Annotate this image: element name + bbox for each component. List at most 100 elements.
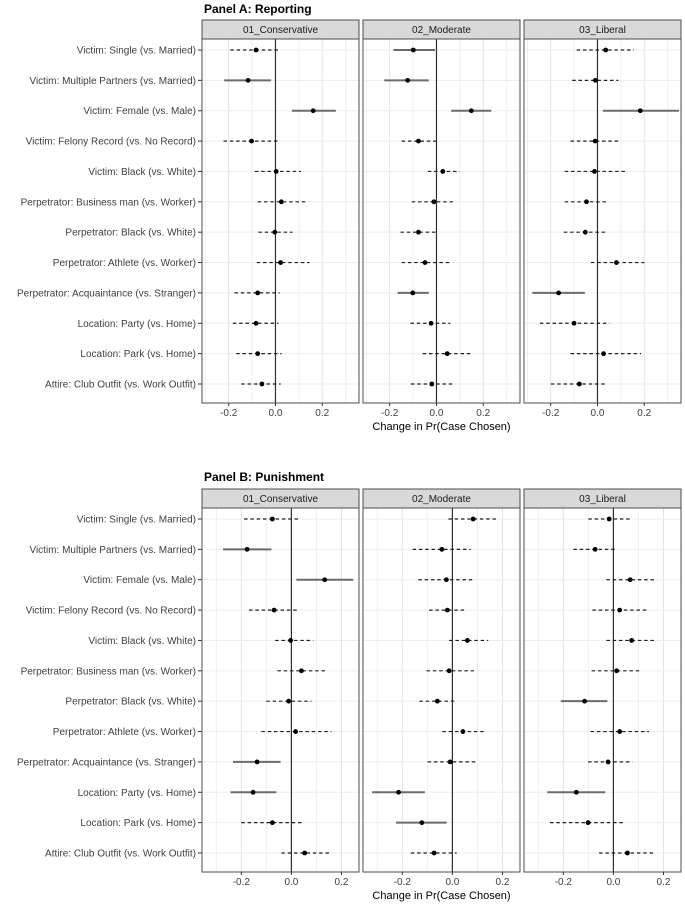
x-axis-title: Change in Pr(Case Chosen) (372, 890, 510, 902)
estimate-dot (250, 789, 256, 795)
facet-03_Liberal: 03_Liberal -0.2 0.0 0.2 (523, 488, 682, 888)
estimate-dot (617, 729, 623, 734)
estimate-dot (446, 668, 452, 674)
estimate-dot (617, 607, 623, 613)
y-axis-label: Location: Park (vs. Home) (80, 349, 196, 360)
facet-02_Moderate: 02_Moderate -0.2 0.0 0.2 (362, 19, 521, 419)
estimate-dot (444, 607, 450, 613)
estimate-dot (322, 577, 328, 583)
estimate-dot (465, 638, 470, 643)
estimate-dot (592, 77, 598, 83)
estimate-dot (271, 607, 277, 613)
y-axis-label: Perpetrator: Business man (vs. Worker) (21, 197, 196, 208)
y-axis-label: Perpetrator: Acquaintance (vs. Stranger) (17, 757, 196, 768)
facet-01_Conservative: 01_Conservative -0.2 0.0 0.2 (201, 488, 360, 888)
estimate-dot (253, 47, 259, 53)
estimate-dot (447, 759, 453, 765)
estimate-dot (269, 516, 275, 522)
facet-03_Liberal: 03_Liberal -0.2 0.0 0.2 (523, 19, 682, 419)
estimate-dot (460, 729, 466, 734)
facet-strip (523, 19, 682, 40)
estimate-dot (592, 169, 597, 174)
x-axis-tick-label: 0.0 (284, 877, 298, 888)
x-axis-tick-label: 0.2 (476, 408, 490, 419)
estimate-dot (443, 577, 449, 583)
estimate-dot (629, 638, 635, 643)
estimate-dot (592, 546, 598, 552)
estimate-dot (244, 546, 250, 552)
x-axis-tick-label: 0.2 (496, 877, 510, 888)
y-axis-label: Victim: Female (vs. Male) (83, 106, 196, 117)
x-axis-tick-label: 0.0 (445, 877, 459, 888)
panel-a: Victim: Single (vs. Married) Victim: Mult… (17, 19, 682, 433)
estimate-dot (278, 260, 284, 265)
estimate-dot (470, 516, 476, 522)
estimate-dot (255, 351, 261, 357)
y-axis-label: Victim: Female (vs. Male) (83, 575, 196, 586)
y-axis-label: Victim: Black (vs. White) (88, 636, 196, 647)
facet-border (201, 38, 360, 404)
panel-b: Victim: Single (vs. Married) Victim: Mult… (17, 488, 682, 902)
y-axis-label: Perpetrator: Athlete (vs. Worker) (53, 727, 196, 738)
estimate-dot (410, 47, 416, 53)
estimate-dot (637, 108, 643, 114)
x-axis-tick-label: 0.0 (269, 408, 283, 419)
y-axis-label: Location: Party (vs. Home) (78, 319, 196, 330)
estimate-dot (573, 789, 579, 795)
y-axis-label: Perpetrator: Acquaintance (vs. Stranger) (17, 288, 196, 299)
estimate-dot (253, 320, 259, 326)
estimate-dot (584, 199, 589, 205)
y-axis-label: Perpetrator: Athlete (vs. Worker) (53, 258, 196, 269)
estimate-dot (439, 546, 445, 552)
facet-strip-label: 02_Moderate (412, 494, 471, 505)
estimate-dot (293, 729, 299, 734)
estimate-dot (444, 351, 450, 357)
estimate-dot (273, 169, 279, 174)
y-axis-label: Attire: Club Outfit (vs. Work Outfit) (45, 849, 196, 860)
estimate-dot (582, 229, 588, 235)
estimate-dot (416, 138, 421, 144)
estimate-dot (582, 698, 587, 704)
x-axis-tick-label: 0.2 (335, 877, 349, 888)
estimate-dot (254, 759, 260, 765)
estimate-dot (396, 789, 401, 795)
estimate-dot (278, 199, 284, 205)
x-axis-title: Change in Pr(Case Chosen) (372, 421, 510, 433)
estimate-dot (627, 577, 633, 583)
x-axis-tick-label: -0.2 (542, 408, 560, 419)
y-axis-label: Perpetrator: Business man (vs. Worker) (21, 666, 196, 677)
estimate-dot (405, 77, 411, 83)
estimate-dot (614, 260, 619, 265)
facet-strip-label: 03_Liberal (579, 494, 626, 505)
estimate-dot (605, 759, 611, 765)
estimate-dot (601, 351, 606, 357)
facet-border (201, 507, 360, 873)
x-axis-tick-label: -0.2 (394, 877, 412, 888)
estimate-dot (614, 668, 620, 674)
y-axis-label: Perpetrator: Black (vs. White) (65, 228, 196, 239)
x-axis-tick-label: -0.2 (381, 408, 399, 419)
x-axis-tick-label: -0.2 (220, 408, 238, 419)
x-axis-tick-label: -0.2 (555, 877, 573, 888)
facet-strip (523, 488, 682, 509)
estimate-dot (440, 169, 446, 174)
y-axis-label: Location: Park (vs. Home) (80, 818, 196, 829)
x-axis-tick-label: 0.0 (430, 408, 444, 419)
estimate-dot (419, 820, 425, 826)
facet-border (362, 507, 521, 873)
estimate-dot (431, 850, 437, 856)
panel-a-title: Panel A: Reporting (204, 2, 312, 16)
estimate-dot (603, 47, 609, 53)
y-axis-label: Victim: Single (vs. Married) (77, 515, 196, 526)
y-axis-label: Victim: Multiple Partners (vs. Married) (29, 545, 196, 556)
x-axis-tick-label: 0.0 (606, 877, 620, 888)
facet-strip-label: 03_Liberal (579, 25, 626, 36)
y-axis-label: Victim: Multiple Partners (vs. Married) (29, 76, 196, 87)
estimate-dot (410, 290, 416, 296)
estimate-dot (299, 668, 304, 674)
estimate-dot (592, 138, 598, 144)
estimate-dot (468, 108, 474, 114)
y-axis-label: Location: Party (vs. Home) (78, 788, 196, 799)
estimate-dot (249, 138, 255, 144)
